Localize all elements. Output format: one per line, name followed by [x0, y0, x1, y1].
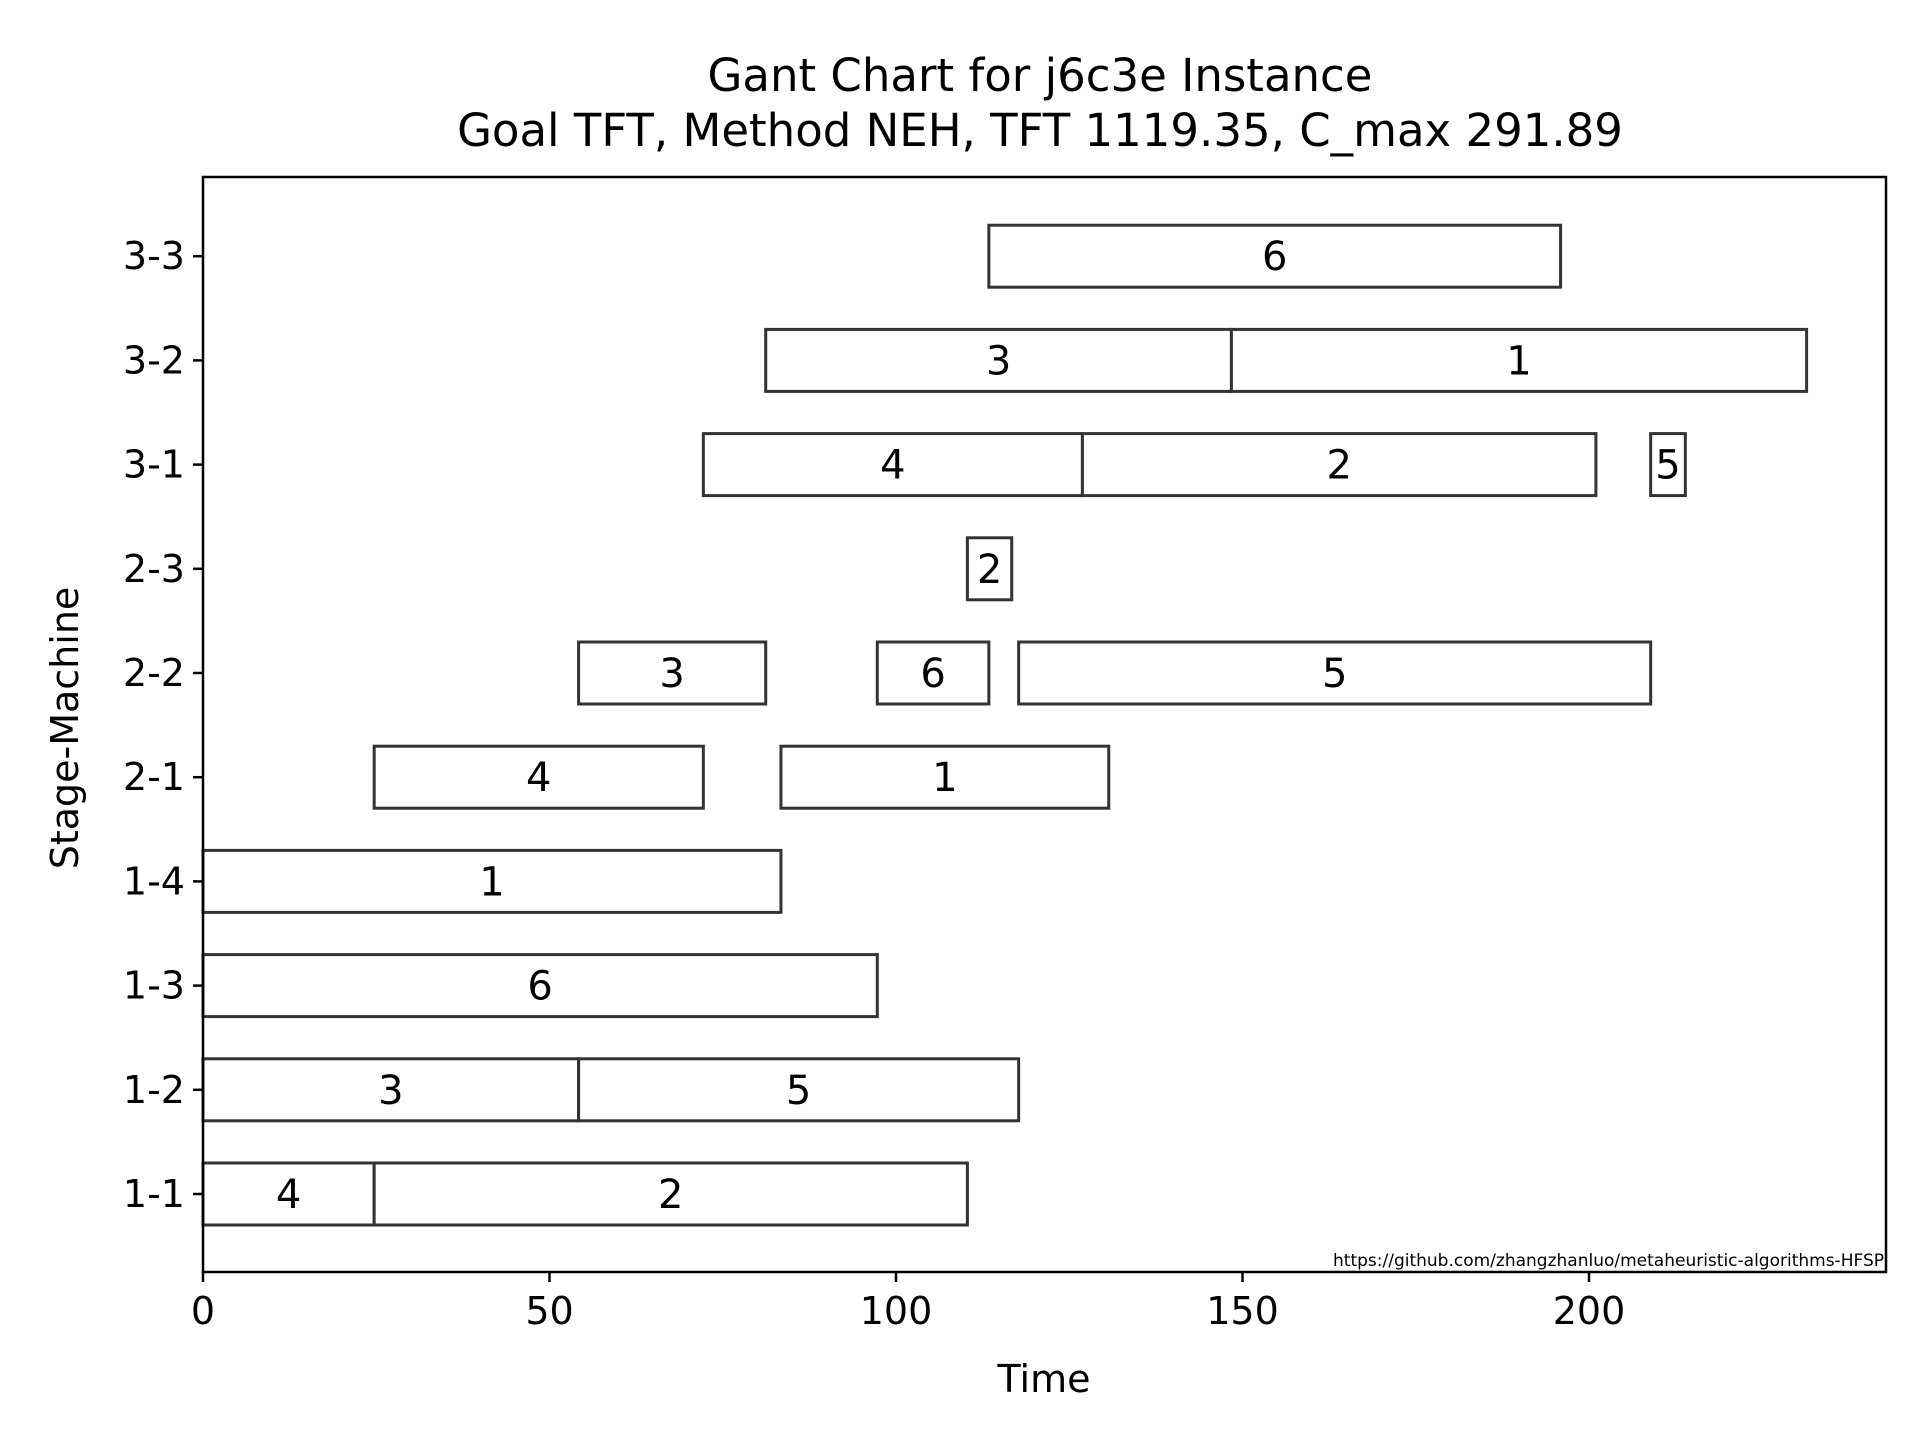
task-bar [1080, 432, 1598, 498]
y-tick-label: 1-3 [123, 964, 185, 1008]
task-bar [372, 744, 705, 810]
task-bar-label: 6 [1262, 234, 1287, 280]
task-bar-label: 3 [659, 651, 684, 697]
task-bar-label: 1 [1506, 338, 1531, 384]
y-axis: 1-1 1-2 1-3 1-4 2-1 2-2 2-3 3-1 3-2 3-3 [123, 234, 203, 1216]
y-tick-label: 1-4 [123, 859, 185, 903]
plot-frame [201, 175, 1888, 1274]
task-bar-label: 5 [786, 1068, 811, 1114]
x-tick-label: 50 [525, 1289, 573, 1333]
task-bar [201, 848, 783, 914]
y-tick-label: 3-2 [123, 338, 185, 382]
y-tick-label: 3-3 [123, 234, 185, 278]
y-tick-label: 3-1 [123, 443, 185, 487]
task-bar [875, 640, 991, 706]
x-tick-label: 200 [1553, 1289, 1626, 1333]
task-bar-label: 2 [1326, 443, 1351, 489]
y-tick-label: 1-2 [123, 1068, 185, 1112]
task-bar [987, 223, 1563, 289]
task-bar [577, 640, 768, 706]
task-bar [201, 1057, 581, 1123]
task-bar [1229, 327, 1809, 393]
y-tick-label: 1-1 [123, 1172, 185, 1216]
y-tick-label: 2-2 [123, 651, 185, 695]
task-bar-label: 4 [276, 1172, 301, 1218]
x-axis: 0 50 100 150 200 [191, 1272, 1625, 1333]
task-bar-label: 2 [977, 547, 1002, 593]
task-bar [201, 953, 879, 1019]
bars-layer: 4 2 3 5 6 1 4 1 3 6 5 2 4 2 5 3 1 6 [201, 223, 1809, 1227]
task-bar-label: 1 [932, 755, 957, 801]
chart-title: Gant Chart for j6c3e Instance [708, 49, 1373, 102]
task-bar [701, 432, 1084, 498]
task-bar [779, 744, 1111, 810]
task-bar [1649, 432, 1687, 498]
task-bar-label: 3 [378, 1068, 403, 1114]
task-bar [764, 327, 1233, 393]
x-tick-label: 150 [1206, 1289, 1279, 1333]
task-bar [965, 536, 1014, 602]
y-axis-label: Stage-Machine [43, 587, 87, 870]
task-bar [1017, 640, 1653, 706]
task-bar-label: 4 [526, 755, 551, 801]
task-bar-label: 5 [1322, 651, 1347, 697]
task-bar [372, 1161, 969, 1227]
chart-subtitle: Goal TFT, Method NEH, TFT 1119.35, C_max… [457, 104, 1623, 157]
task-bar [201, 1161, 376, 1227]
y-tick-label: 2-3 [123, 547, 185, 591]
task-bar-label: 4 [880, 443, 905, 489]
source-url-annotation: https://github.com/zhangzhanluo/metaheur… [1333, 1251, 1884, 1271]
task-bar-label: 6 [920, 651, 945, 697]
task-bar-label: 6 [527, 964, 552, 1010]
x-tick-label: 100 [860, 1289, 933, 1333]
x-axis-label: Time [997, 1357, 1091, 1401]
y-tick-label: 2-1 [123, 755, 185, 799]
x-tick-label: 0 [191, 1289, 215, 1333]
task-bar-label: 3 [986, 338, 1011, 384]
task-bar-label: 5 [1655, 443, 1680, 489]
task-bar [577, 1057, 1021, 1123]
task-bar-label: 2 [658, 1172, 683, 1218]
task-bar-label: 1 [479, 859, 504, 905]
